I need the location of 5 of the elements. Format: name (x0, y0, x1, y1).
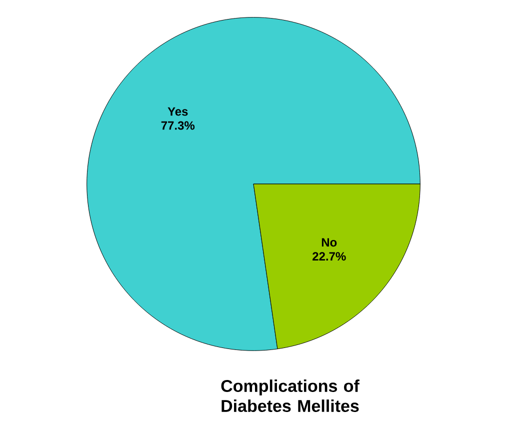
data-label: 22.7% (312, 252, 346, 261)
slice-label: No (322, 238, 337, 247)
slice-label: Yes (168, 107, 188, 116)
text: Complications of Diabetes Mellites (221, 380, 360, 412)
data-label: 77.3% (161, 121, 195, 130)
